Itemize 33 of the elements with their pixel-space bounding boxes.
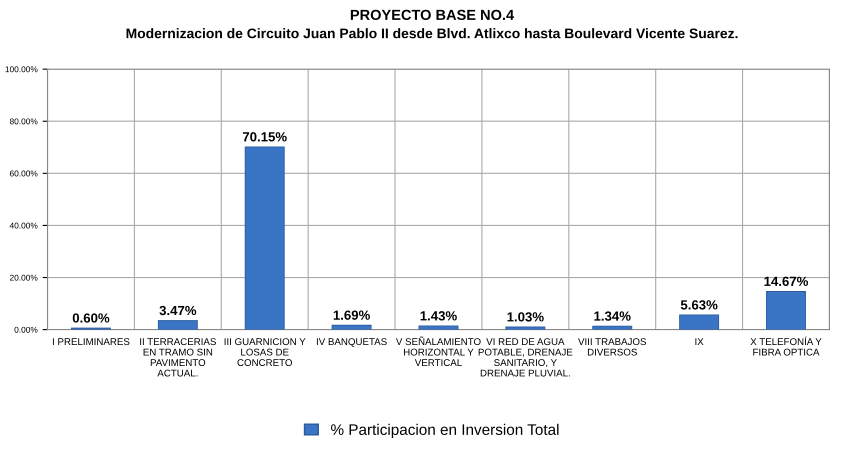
x-tick-label: III GUARNICION Y LOSAS DE CONCRETO <box>224 338 306 366</box>
legend-label: % Participacion en Inversion Total <box>331 424 558 438</box>
x-tick-label: IV BANQUETAS <box>316 338 387 347</box>
y-tick-label: 100.00% <box>6 66 38 72</box>
data-label: 3.47% <box>159 306 196 316</box>
chart-subtitle: Modernizacion de Circuito Juan Pablo II desde Blvd. Atlixco hasta Boulevard Vicente Suarez. <box>126 28 738 38</box>
data-label: 5.63% <box>680 300 718 310</box>
y-tick-label: 20.00% <box>10 274 38 281</box>
chart-title: PROYECTO BASE NO.4 <box>350 10 514 20</box>
x-tick-label: I PRELIMINARES <box>52 338 130 346</box>
bar <box>418 325 458 330</box>
data-label: 1.69% <box>334 310 370 320</box>
x-tick-label: X TELEFONÍA Y FIBRA OPTICA <box>750 336 822 356</box>
bar <box>766 290 806 330</box>
x-tick-label: IX <box>695 338 704 345</box>
bar <box>158 320 198 330</box>
y-tick-label: 40.00% <box>10 222 38 229</box>
bar <box>505 326 546 330</box>
x-tick-label: II TERRACERIAS EN TRAMO SIN PAVIMENTO ACTUAL. <box>140 338 216 377</box>
data-label: 0.60% <box>72 313 110 323</box>
bar <box>244 146 285 330</box>
data-label: 1.43% <box>420 311 457 321</box>
data-label: 1.03% <box>507 312 544 322</box>
x-tick-label: VIII TRABAJOS DIVERSOS <box>578 338 646 356</box>
y-tick-label: 0.00% <box>14 326 38 333</box>
data-label: 1.34% <box>594 311 631 321</box>
bar <box>679 314 720 330</box>
bar <box>592 326 632 330</box>
y-tick-label: 60.00% <box>10 170 38 176</box>
data-label: 14.67% <box>764 276 808 286</box>
bar <box>332 324 372 330</box>
y-tick-label: 80.00% <box>10 118 38 124</box>
data-label: 70.15% <box>242 132 287 142</box>
